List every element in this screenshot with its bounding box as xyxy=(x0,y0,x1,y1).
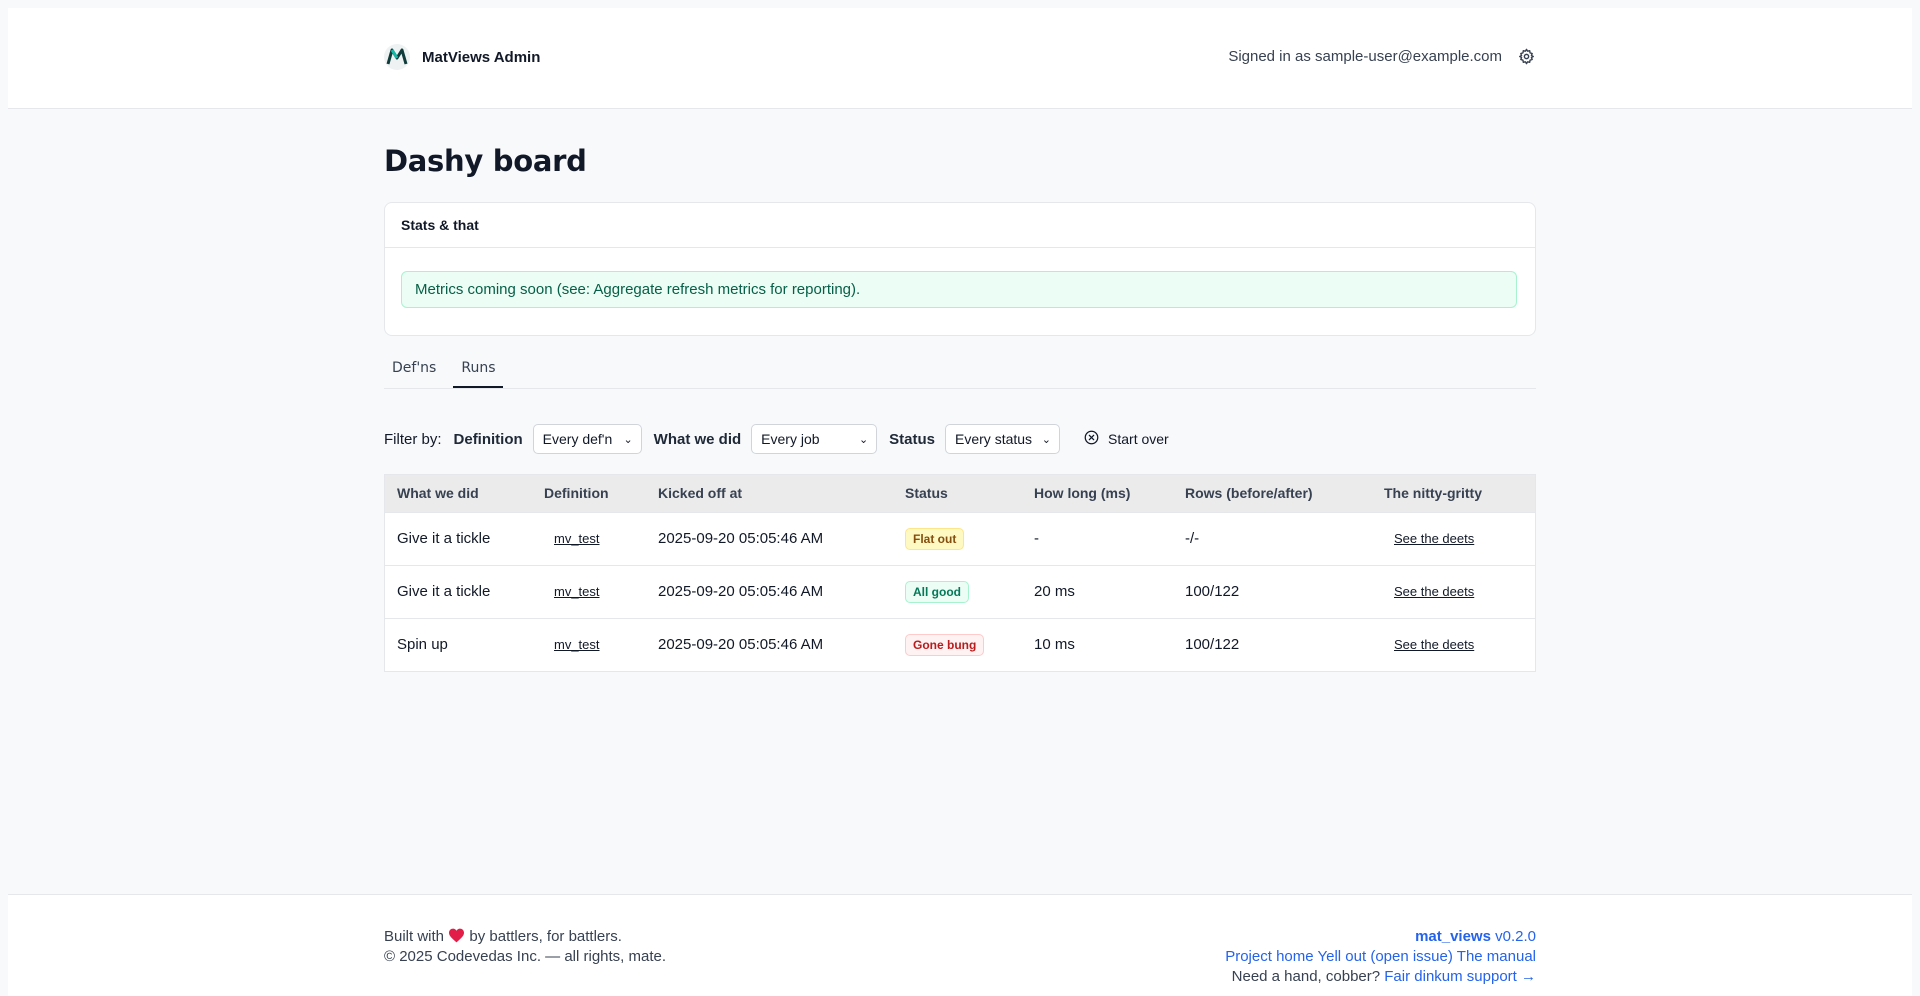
status-select-value: Every status xyxy=(955,431,1033,447)
column-header-rows: Rows (before/after) xyxy=(1185,485,1313,502)
action-select-value: Every job xyxy=(761,431,820,447)
built-with-text: Built with xyxy=(384,928,445,945)
status-badge: Gone bung xyxy=(905,633,985,656)
signed-in-text: Signed in as sample-user@example.com xyxy=(1228,47,1502,65)
details-link[interactable]: See the deets xyxy=(1394,531,1475,546)
chevron-down-icon: ⌄ xyxy=(858,433,869,446)
help-text: Need a hand, cobber? xyxy=(1231,968,1381,985)
status-select[interactable]: Every status ⌄ xyxy=(945,424,1061,454)
cell-rows: 100/122 xyxy=(1185,583,1240,600)
cell-action: Spin up xyxy=(397,636,448,654)
cell-rows: 100/122 xyxy=(1185,636,1240,654)
cell-duration: 20 ms xyxy=(1034,583,1075,600)
action-select[interactable]: Every job ⌄ xyxy=(751,424,878,454)
stats-card: Stats & that Metrics coming soon (see: A… xyxy=(384,202,1536,336)
circle-x-icon xyxy=(1084,430,1099,448)
support-link[interactable]: Fair dinkum support → xyxy=(1384,968,1536,985)
built-with-line: Built with by battlers, for battlers. xyxy=(384,927,666,947)
cell-duration: 10 ms xyxy=(1034,636,1075,654)
action-filter-label: What we did xyxy=(653,430,742,448)
column-header-started: Kicked off at xyxy=(658,485,743,502)
definition-select[interactable]: Every def'n ⌄ xyxy=(532,424,642,454)
user-area: Signed in as sample-user@example.com xyxy=(1228,46,1536,66)
definition-link[interactable]: mv_test xyxy=(554,637,600,653)
gear-icon[interactable] xyxy=(1516,46,1536,66)
filter-prefix: Filter by: xyxy=(384,430,442,448)
definition-select-value: Every def'n xyxy=(542,431,613,447)
version-text: v0.2.0 xyxy=(1495,928,1536,945)
cell-started: 2025-09-20 05:05:46 AM xyxy=(658,530,824,547)
details-link[interactable]: See the deets xyxy=(1394,584,1475,599)
runs-table: What we did Definition Kicked off at Sta… xyxy=(384,474,1536,672)
cell-details: See the deets xyxy=(1372,512,1535,565)
definition-link[interactable]: mv_test xyxy=(554,531,600,546)
support-line: Need a hand, cobber? Fair dinkum support… xyxy=(1225,967,1536,987)
manual-link[interactable]: The manual xyxy=(1456,948,1536,965)
top-bar xyxy=(8,8,1912,109)
table-header-row: What we did Definition Kicked off at Sta… xyxy=(385,475,1535,512)
column-header-action: What we did xyxy=(397,485,479,502)
start-over-label: Start over xyxy=(1108,431,1169,447)
footer-left: Built with by battlers, for battlers. © … xyxy=(384,927,666,967)
project-home-link[interactable]: Project home xyxy=(1225,948,1314,965)
app-name: MatViews Admin xyxy=(422,48,541,66)
footer: Built with by battlers, for battlers. © … xyxy=(8,894,1912,996)
cell-rows: -/- xyxy=(1185,530,1200,547)
filter-bar: Filter by: Definition Every def'n ⌄ What… xyxy=(384,424,1169,454)
cell-definition: mv_test xyxy=(532,512,646,565)
start-over-button[interactable]: Start over xyxy=(1084,430,1169,448)
chevron-down-icon: ⌄ xyxy=(623,433,633,446)
status-badge: All good xyxy=(905,580,969,603)
cell-duration: - xyxy=(1034,530,1039,547)
cell-definition: mv_test xyxy=(532,618,646,671)
heart-icon xyxy=(448,928,469,945)
cell-status: Gone bung xyxy=(893,618,1022,671)
stats-card-title: Stats & that xyxy=(385,203,1535,248)
cell-started: 2025-09-20 05:05:46 AM xyxy=(658,636,824,654)
copyright: © 2025 Codevedas Inc. — all rights, mate… xyxy=(384,948,667,965)
tab-runs[interactable]: Runs xyxy=(453,354,504,388)
column-header-definition: Definition xyxy=(544,485,609,502)
product-name-link[interactable]: mat_views xyxy=(1415,928,1491,945)
cell-action: Give it a tickle xyxy=(397,530,491,547)
cell-details: See the deets xyxy=(1372,565,1535,618)
cell-details: See the deets xyxy=(1372,618,1535,671)
cell-started: 2025-09-20 05:05:46 AM xyxy=(658,583,824,600)
cell-definition: mv_test xyxy=(532,565,646,618)
cell-status: Flat out xyxy=(893,512,1022,565)
footer-links: Project home Yell out (open issue) The m… xyxy=(1225,947,1536,967)
status-filter-label: Status xyxy=(889,430,936,448)
column-header-status: Status xyxy=(905,485,948,502)
built-with-suffix: by battlers, for battlers. xyxy=(469,928,622,945)
table-row: Spin up mv_test 2025-09-20 05:05:46 AM G… xyxy=(385,618,1535,671)
definition-filter-label: Definition xyxy=(453,430,523,448)
brand[interactable]: MatViews Admin xyxy=(384,44,540,70)
page-title: Dashy board xyxy=(384,144,587,178)
table-row: Give it a tickle mv_test 2025-09-20 05:0… xyxy=(385,512,1535,565)
m-logo-icon xyxy=(384,44,410,70)
cell-action: Give it a tickle xyxy=(397,583,491,600)
version-line: mat_views v0.2.0 xyxy=(1225,927,1536,947)
open-issue-link[interactable]: Yell out (open issue) xyxy=(1317,948,1453,965)
definition-link[interactable]: mv_test xyxy=(554,584,600,599)
tab-definitions[interactable]: Def'ns xyxy=(392,360,437,376)
table-row: Give it a tickle mv_test 2025-09-20 05:0… xyxy=(385,565,1535,618)
column-header-details: The nitty-gritty xyxy=(1384,485,1482,502)
status-badge: Flat out xyxy=(905,527,965,550)
column-header-duration: How long (ms) xyxy=(1034,485,1131,502)
metrics-notice: Metrics coming soon (see: Aggregate refr… xyxy=(401,271,1517,308)
footer-right: mat_views v0.2.0 Project home Yell out (… xyxy=(1225,927,1536,987)
details-link[interactable]: See the deets xyxy=(1394,637,1475,653)
tabs: Def'ns Runs xyxy=(384,354,1536,389)
cell-status: All good xyxy=(893,565,1022,618)
chevron-down-icon: ⌄ xyxy=(1041,433,1052,446)
